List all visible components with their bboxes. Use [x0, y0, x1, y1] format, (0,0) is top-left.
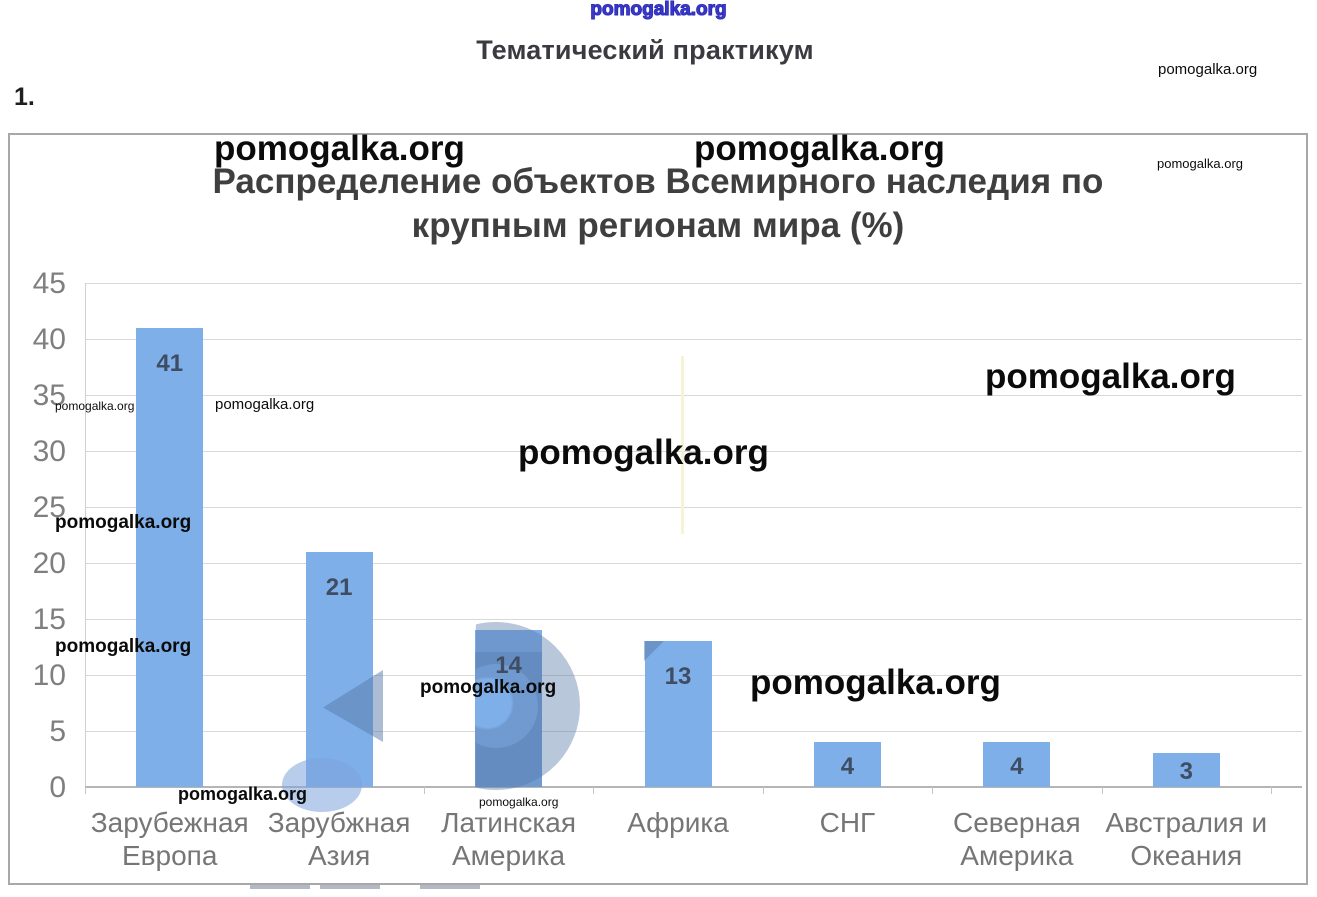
x-axis-tick — [1101, 787, 1103, 794]
x-axis-category-line: Зарубежная — [90, 807, 249, 838]
x-axis-category-line: Океания — [1130, 840, 1243, 871]
y-axis-tick-label: 25 — [32, 491, 66, 524]
gridline — [85, 394, 1302, 396]
gridline — [85, 282, 1302, 284]
x-axis-tick — [85, 787, 86, 794]
watermark-top-right: pomogalka.org — [1158, 61, 1258, 78]
x-axis-tick — [423, 787, 425, 794]
chart-title-line1: Распределение объектов Всемирного наслед… — [212, 162, 1104, 201]
bar-7 — [1152, 753, 1220, 787]
x-axis-tick — [1271, 787, 1272, 794]
x-axis-category-line: Зарубжная — [267, 807, 411, 838]
bar-value-label: 4 — [1010, 752, 1024, 780]
x-axis-category-label: Латинская Америка — [422, 806, 595, 872]
watermark: pomogalka.org — [214, 129, 465, 168]
watermark: pomogalka.org — [694, 129, 945, 168]
page-title: Тематический практикум — [476, 35, 814, 65]
bar-value-label: 13 — [664, 663, 692, 691]
x-axis-tick — [254, 787, 256, 794]
y-axis-line — [85, 283, 86, 793]
y-axis-tick-label: 10 — [32, 659, 66, 692]
bar-value-label: 41 — [156, 349, 184, 377]
x-axis-tick — [762, 787, 764, 794]
watermark: pomogalka.org — [55, 512, 192, 533]
x-axis-tick — [932, 787, 934, 794]
x-axis-category-line: СНГ — [819, 807, 876, 838]
y-axis-tick-label: 45 — [32, 267, 66, 300]
watermark: pomogalka.org — [479, 795, 559, 809]
bar-value-label: 3 — [1179, 758, 1193, 786]
x-axis-line — [85, 786, 1302, 788]
x-axis-category-label: Зарубжная Азия — [252, 806, 425, 872]
y-axis-tick-label: 30 — [32, 435, 66, 468]
watermark: pomogalka.org — [55, 399, 135, 413]
x-axis-category-line: Африка — [627, 807, 729, 838]
watermark: pomogalka.org — [518, 433, 769, 472]
x-axis-category-line: Азия — [307, 840, 371, 871]
watermark-top-blue: pomogalka.org — [590, 0, 727, 20]
bar-5 — [813, 742, 881, 787]
watermark-artifact-line — [681, 356, 684, 534]
watermark: pomogalka.org — [420, 677, 557, 698]
gridline — [85, 618, 1302, 620]
underline-mark — [320, 885, 380, 889]
watermark: pomogalka.org — [178, 784, 308, 804]
x-axis-category-label: Зарубежная Европа — [83, 806, 256, 872]
x-axis-category-line: Европа — [121, 840, 218, 871]
x-axis-category-line: Америка — [451, 840, 566, 871]
x-axis-category-line: Латинская — [441, 807, 576, 838]
gridline — [85, 506, 1302, 508]
bar-6 — [983, 742, 1051, 787]
y-axis-tick-label: 40 — [32, 323, 66, 356]
x-axis-tick — [593, 787, 595, 794]
bar-1 — [136, 327, 204, 787]
y-axis-tick-label: 15 — [32, 603, 66, 636]
watermark: pomogalka.org — [1157, 156, 1243, 171]
bar-value-label: 4 — [840, 752, 855, 780]
watermark: pomogalka.org — [55, 636, 192, 657]
x-axis-category-line: Австралия и — [1105, 807, 1268, 838]
bar-value-label: 21 — [325, 573, 353, 601]
x-axis-category-line: Америка — [960, 840, 1074, 871]
watermark-logo-shape — [282, 758, 362, 812]
bar-4 — [644, 641, 712, 787]
underline-mark — [250, 885, 310, 889]
y-axis-tick-label: 0 — [49, 771, 66, 804]
gridline — [85, 338, 1302, 340]
y-axis-tick-label: 35 — [32, 379, 66, 412]
underline-mark — [420, 885, 480, 889]
chart-title: Распределение объектов Всемирного наслед… — [8, 160, 1308, 248]
bar-2 — [305, 551, 373, 787]
watermark: pomogalka.org — [750, 663, 1001, 702]
x-axis-category-label: СНГ — [761, 806, 934, 839]
x-axis-category-line: Северная — [953, 807, 1081, 838]
watermark: pomogalka.org — [985, 357, 1236, 396]
gridline — [85, 450, 1302, 452]
item-number: 1. — [14, 83, 35, 111]
bar-value-label: 14 — [495, 652, 522, 680]
chart-title-line2: крупным регионам мира (%) — [411, 206, 905, 245]
gridline — [85, 562, 1302, 564]
x-axis-category-label: Северная Америка — [930, 806, 1103, 872]
y-axis-tick-label: 5 — [49, 715, 66, 748]
watermark-logo-shape — [475, 652, 542, 787]
watermark: pomogalka.org — [215, 396, 315, 413]
y-axis-tick-label: 20 — [32, 547, 66, 580]
x-axis-category-label: Африка — [591, 806, 764, 839]
x-axis-category-label: Австралия и Океания — [1100, 806, 1273, 872]
